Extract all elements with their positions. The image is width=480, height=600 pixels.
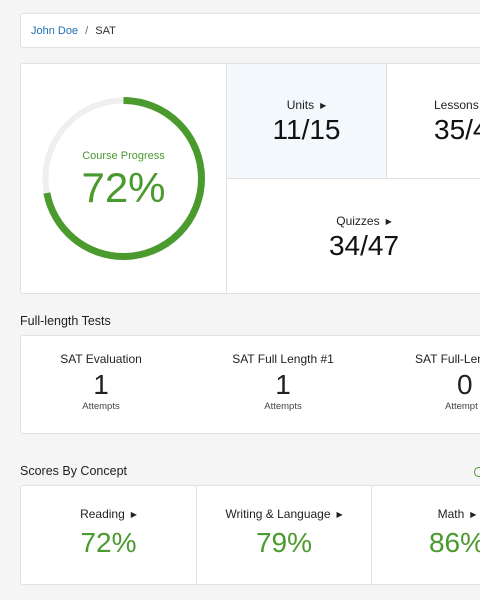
divider bbox=[226, 64, 227, 293]
test-item[interactable]: SAT Full-Len 0 Attempt bbox=[415, 336, 480, 433]
divider bbox=[196, 486, 197, 584]
course-progress-percent: 72% bbox=[81, 164, 166, 211]
test-attempt-count: 1 bbox=[275, 369, 291, 400]
test-attempts-label: Attempts bbox=[82, 401, 120, 412]
course-progress-arc bbox=[42, 97, 205, 260]
caret-right-icon: ▶ bbox=[336, 510, 343, 519]
concept-name: Math ▶ bbox=[372, 507, 480, 521]
concept-score-value: 79% bbox=[255, 527, 313, 558]
quizzes-value: 34/47 bbox=[328, 230, 400, 261]
test-attempt-count: 1 bbox=[93, 369, 109, 400]
lessons-stat[interactable]: Lessons 35/4 bbox=[387, 64, 480, 178]
caret-right-icon: ▶ bbox=[385, 217, 392, 226]
test-item[interactable]: SAT Full Length #1 1 Attempts bbox=[193, 336, 373, 433]
course-progress-ring bbox=[42, 97, 205, 260]
test-name: SAT Full-Len bbox=[415, 352, 480, 366]
quizzes-stat[interactable]: Quizzes ▶ 34/47 bbox=[227, 179, 480, 293]
divider bbox=[227, 178, 480, 179]
test-attempt-count: 0 bbox=[457, 369, 473, 400]
units-stat-title: Units ▶ bbox=[227, 98, 386, 112]
concept-score-value: 86% bbox=[428, 527, 480, 558]
breadcrumb-user-link[interactable]: John Doe bbox=[31, 25, 79, 37]
test-name: SAT Evaluation bbox=[60, 352, 142, 366]
scores-by-concept-card: Reading ▶ 72% Writing & Language ▶ 79% Mat… bbox=[20, 485, 480, 585]
test-attempts-label: Attempt bbox=[445, 401, 478, 412]
lessons-stat-title: Lessons bbox=[387, 98, 480, 112]
lessons-value: 35/4 bbox=[434, 114, 480, 145]
help-circle-icon[interactable] bbox=[474, 467, 480, 477]
course-progress-label: Course Progress bbox=[82, 150, 165, 162]
breadcrumb: John Doe / SAT bbox=[20, 13, 480, 48]
test-item[interactable]: SAT Evaluation 1 Attempts bbox=[21, 336, 181, 433]
test-attempts-label: Attempts bbox=[264, 401, 302, 412]
caret-right-icon: ▶ bbox=[130, 510, 137, 519]
progress-card: Course Progress 72% Units ▶ 11/15 Lessons… bbox=[20, 63, 480, 294]
units-label: Units bbox=[286, 98, 315, 112]
units-value: 11/15 bbox=[272, 114, 341, 145]
lessons-label: Lessons bbox=[434, 98, 479, 112]
concept-name-label: Reading bbox=[80, 507, 125, 521]
quizzes-label: Quizzes bbox=[336, 214, 380, 228]
breadcrumb-current: SAT bbox=[95, 25, 116, 37]
concept-name: Reading ▶ bbox=[21, 507, 196, 521]
divider bbox=[386, 64, 387, 178]
breadcrumb-separator: / bbox=[85, 25, 89, 37]
caret-right-icon: ▶ bbox=[320, 101, 327, 110]
concept-score-math[interactable]: Math ▶ 86% bbox=[372, 486, 480, 584]
units-stat[interactable]: Units ▶ 11/15 bbox=[227, 64, 386, 178]
course-progress-panel: Course Progress 72% bbox=[21, 64, 226, 293]
concept-name: Writing & Language ▶ bbox=[197, 507, 371, 521]
full-length-tests-card: SAT Evaluation 1 Attempts SAT Full Lengt… bbox=[20, 335, 480, 434]
quizzes-stat-title: Quizzes ▶ bbox=[227, 214, 480, 228]
concept-score-reading[interactable]: Reading ▶ 72% bbox=[21, 486, 196, 584]
concept-name-label: Math bbox=[437, 507, 465, 521]
caret-right-icon: ▶ bbox=[470, 510, 477, 519]
concept-score-value: 72% bbox=[80, 527, 137, 558]
full-length-tests-heading: Full-length Tests bbox=[20, 314, 111, 328]
scores-by-concept-heading: Scores By Concept bbox=[20, 464, 127, 478]
test-name: SAT Full Length #1 bbox=[232, 352, 334, 366]
divider bbox=[371, 486, 372, 584]
concept-name-label: Writing & Language bbox=[225, 507, 331, 521]
concept-score-writing[interactable]: Writing & Language ▶ 79% bbox=[197, 486, 371, 584]
